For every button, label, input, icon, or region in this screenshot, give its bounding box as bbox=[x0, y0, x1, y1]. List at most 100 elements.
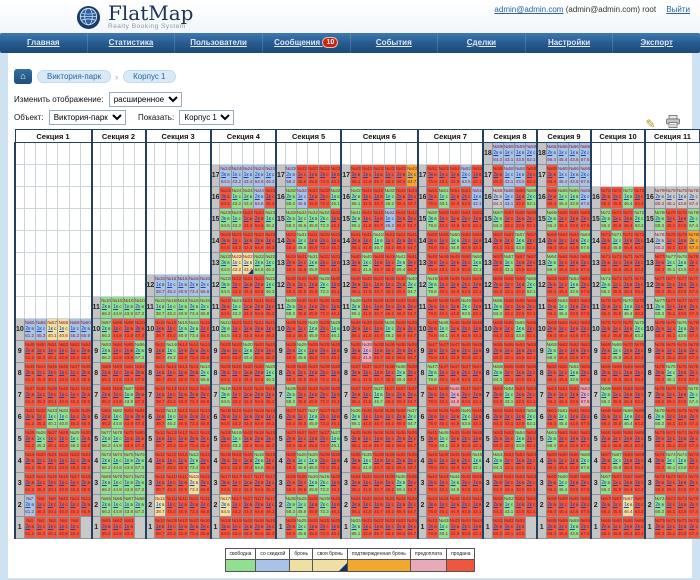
apartment-cell[interactable]: №6812к с63.2 bbox=[633, 450, 646, 473]
apartment-cell[interactable]: №5982к в66.4 bbox=[545, 494, 558, 517]
apartment-link[interactable]: 1к bbox=[124, 414, 130, 421]
apartment-cell[interactable]: №7022к в65.2 bbox=[599, 318, 612, 341]
apartment-cell[interactable]: №5211к в42.1 bbox=[471, 164, 484, 187]
apartment-cell[interactable]: №4873к в78.6 bbox=[426, 296, 439, 319]
apartment-link[interactable]: 1к bbox=[569, 414, 575, 421]
apartment-cell[interactable]: №3653к в86.1 bbox=[349, 406, 363, 429]
apartment-cell[interactable]: №4631к с40.1 bbox=[437, 406, 450, 429]
apartment-link[interactable]: 1к bbox=[623, 282, 629, 289]
apartment-link[interactable]: 1к bbox=[265, 238, 271, 245]
apartment-link[interactable]: 1к bbox=[297, 414, 303, 421]
apartment-link[interactable]: 2к bbox=[189, 370, 195, 377]
apartment-cell[interactable]: №7622к в60.3 bbox=[653, 340, 666, 363]
apartment-link[interactable]: 2к bbox=[580, 458, 586, 465]
apartment-cell[interactable]: №5751к с43.1 bbox=[502, 230, 516, 253]
apartment-cell[interactable]: №1442к с65.8 bbox=[198, 362, 212, 385]
object-select[interactable]: Виктория-парк bbox=[48, 110, 126, 125]
apartment-cell[interactable]: №3932к в69.4 bbox=[394, 318, 408, 341]
apartment-cell[interactable]: №5831к с43.1 bbox=[502, 186, 516, 209]
apartment-cell[interactable]: №3593к в86.1 bbox=[349, 428, 363, 451]
apartment-cell[interactable]: №6942к в65.2 bbox=[599, 362, 612, 385]
apartment-link[interactable]: 1к bbox=[569, 282, 575, 289]
apartment-link[interactable]: 1к bbox=[243, 480, 249, 487]
apartment-cell[interactable]: №43 2к в 61.2 bbox=[23, 362, 36, 385]
apartment-cell[interactable]: №2782к с72.3 bbox=[318, 406, 331, 429]
apartment-link[interactable]: 1к bbox=[472, 370, 478, 377]
apartment-link[interactable]: 1к bbox=[504, 458, 510, 465]
apartment-link[interactable]: 1к bbox=[59, 414, 65, 421]
apartment-cell[interactable]: №7161к в46.4 bbox=[621, 252, 635, 275]
apartment-link[interactable]: 1к bbox=[243, 524, 249, 531]
apartment-cell[interactable]: №5422к в84.3 bbox=[491, 406, 504, 429]
nav-deals[interactable]: Сделки bbox=[438, 33, 526, 53]
apartment-link[interactable]: 1к bbox=[167, 348, 173, 355]
apartment-cell[interactable]: №6222к в66.4 bbox=[545, 362, 558, 385]
apartment-link[interactable]: 1к bbox=[515, 216, 521, 223]
apartment-link[interactable]: 1к bbox=[155, 480, 161, 487]
apartment-link[interactable]: 1к bbox=[504, 216, 510, 223]
apartment-link[interactable]: 1к bbox=[472, 392, 478, 399]
apartment-link[interactable]: 2к bbox=[580, 194, 586, 201]
apartment-cell[interactable]: №6281к в43.6 bbox=[567, 340, 581, 363]
apartment-cell[interactable]: №83 1к в 43.8 bbox=[122, 406, 135, 429]
apartment-link[interactable]: 2к bbox=[101, 502, 107, 509]
apartment-cell[interactable]: №2532к с72.3 bbox=[318, 516, 331, 539]
apartment-link[interactable]: 1к bbox=[178, 392, 184, 399]
apartment-cell[interactable]: №3191к в46.1 bbox=[329, 230, 342, 253]
apartment-link[interactable]: 2к bbox=[200, 348, 206, 355]
apartment-cell[interactable]: №3171к в45.9 bbox=[306, 230, 320, 253]
apartment-link[interactable]: 2к bbox=[493, 348, 499, 355]
apartment-link[interactable]: 2к bbox=[286, 392, 292, 399]
apartment-link[interactable]: 1к bbox=[113, 326, 119, 333]
apartment-link[interactable]: 2к bbox=[655, 524, 661, 531]
apartment-link[interactable]: 2к bbox=[655, 480, 661, 487]
apartment-link[interactable]: 1к bbox=[558, 282, 564, 289]
apartment-link[interactable]: 3к bbox=[221, 436, 227, 443]
apartment-cell[interactable]: №7791к с45.1 bbox=[664, 252, 678, 275]
apartment-cell[interactable]: №6062к в66.4 bbox=[545, 450, 558, 473]
apartment-cell[interactable]: №6292к с67.6 bbox=[579, 340, 592, 363]
apartment-link[interactable]: 2к bbox=[634, 326, 640, 333]
apartment-cell[interactable]: №4013к в86.1 bbox=[349, 274, 363, 297]
apartment-link[interactable]: 2к bbox=[526, 348, 532, 355]
apartment-link[interactable]: 2к bbox=[101, 480, 107, 487]
apartment-link[interactable]: 1к bbox=[265, 502, 271, 509]
apartment-cell[interactable]: №2821к в45.9 bbox=[306, 384, 320, 407]
apartment-cell[interactable]: №3512к в69.4 bbox=[394, 472, 408, 495]
apartment-cell[interactable]: №4141к с41.8 bbox=[360, 230, 374, 253]
apartment-cell[interactable]: №3981к с46.2 bbox=[383, 296, 396, 319]
apartment-link[interactable]: 1к bbox=[439, 436, 445, 443]
apartment-link[interactable]: 2к bbox=[655, 282, 661, 289]
apartment-cell[interactable]: №6991к с45.8 bbox=[610, 340, 624, 363]
apartment-link[interactable]: 2к bbox=[320, 260, 326, 267]
apartment-cell[interactable]: №5462к в84.3 bbox=[491, 384, 504, 407]
apartment-cell[interactable]: №3211к с45.6 bbox=[295, 208, 309, 231]
apartment-link[interactable]: 1к bbox=[59, 370, 65, 377]
apartment-link[interactable]: 1к bbox=[167, 282, 173, 289]
apartment-cell[interactable]: №6551к с45.4 bbox=[556, 186, 570, 209]
apartment-cell[interactable]: №4151к в45.7 bbox=[372, 230, 385, 253]
apartment-link[interactable]: 1к bbox=[167, 480, 173, 487]
apartment-link[interactable]: 3к bbox=[428, 348, 434, 355]
apartment-cell[interactable]: №1871к в43.4 bbox=[241, 428, 255, 451]
apartment-cell[interactable]: №1092к с65.8 bbox=[198, 516, 212, 539]
apartment-cell[interactable]: №2291к с46.2 bbox=[264, 252, 277, 275]
apartment-cell[interactable]: №7382к в60.3 bbox=[653, 472, 666, 495]
apartment-link[interactable]: 2к bbox=[526, 282, 532, 289]
apartment-link[interactable]: 1к bbox=[331, 414, 337, 421]
apartment-link[interactable]: 1к bbox=[232, 524, 238, 531]
apartment-link[interactable]: 1к bbox=[623, 216, 629, 223]
apartment-link[interactable]: 2к bbox=[320, 392, 326, 399]
apartment-cell[interactable]: №3893к в86.1 bbox=[349, 318, 363, 341]
apartment-cell[interactable]: №7231к с45.8 bbox=[610, 208, 624, 231]
apartment-link[interactable]: 1к bbox=[623, 370, 629, 377]
apartment-cell[interactable]: №3702к с64.7 bbox=[405, 406, 419, 429]
apartment-link[interactable]: 3к bbox=[351, 194, 357, 201]
apartment-cell[interactable]: №777 2к с 67.4 bbox=[687, 274, 700, 297]
apartment-cell[interactable]: №6172к с67.6 bbox=[579, 406, 592, 429]
apartment-link[interactable]: 1к bbox=[558, 480, 564, 487]
apartment-cell[interactable]: №2621к в45.9 bbox=[306, 472, 320, 495]
apartment-cell[interactable]: №6241к в43.6 bbox=[567, 362, 581, 385]
apartment-cell[interactable]: №6332к с67.6 bbox=[579, 318, 592, 341]
apartment-link[interactable]: 1к bbox=[113, 436, 119, 443]
